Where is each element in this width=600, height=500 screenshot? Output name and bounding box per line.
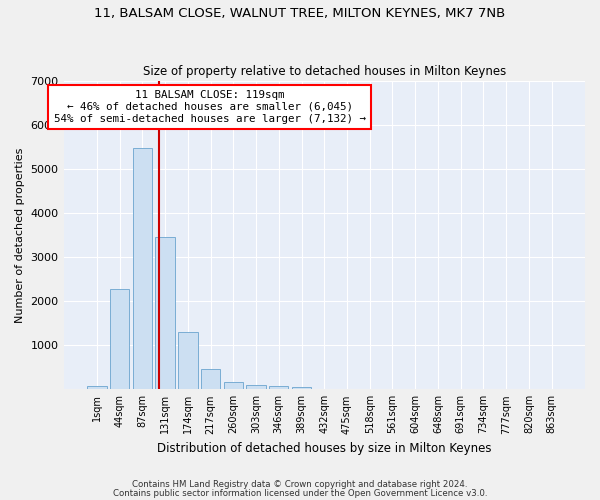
Bar [155, 238, 175, 390]
Y-axis label: Number of detached properties: Number of detached properties [15, 148, 25, 323]
Text: Contains HM Land Registry data © Crown copyright and database right 2024.: Contains HM Land Registry data © Crown c… [132, 480, 468, 489]
Bar [110, 290, 130, 390]
Text: Contains public sector information licensed under the Open Government Licence v3: Contains public sector information licen… [113, 490, 487, 498]
Bar [269, 386, 289, 390]
Text: 11, BALSAM CLOSE, WALNUT TREE, MILTON KEYNES, MK7 7NB: 11, BALSAM CLOSE, WALNUT TREE, MILTON KE… [94, 8, 506, 20]
Bar [224, 382, 243, 390]
Bar [87, 386, 107, 390]
X-axis label: Distribution of detached houses by size in Milton Keynes: Distribution of detached houses by size … [157, 442, 491, 455]
Text: 11 BALSAM CLOSE: 119sqm
← 46% of detached houses are smaller (6,045)
54% of semi: 11 BALSAM CLOSE: 119sqm ← 46% of detache… [53, 90, 365, 124]
Bar [201, 368, 220, 390]
Bar [133, 148, 152, 390]
Title: Size of property relative to detached houses in Milton Keynes: Size of property relative to detached ho… [143, 66, 506, 78]
Bar [247, 385, 266, 390]
Bar [178, 332, 197, 390]
Bar [292, 388, 311, 390]
